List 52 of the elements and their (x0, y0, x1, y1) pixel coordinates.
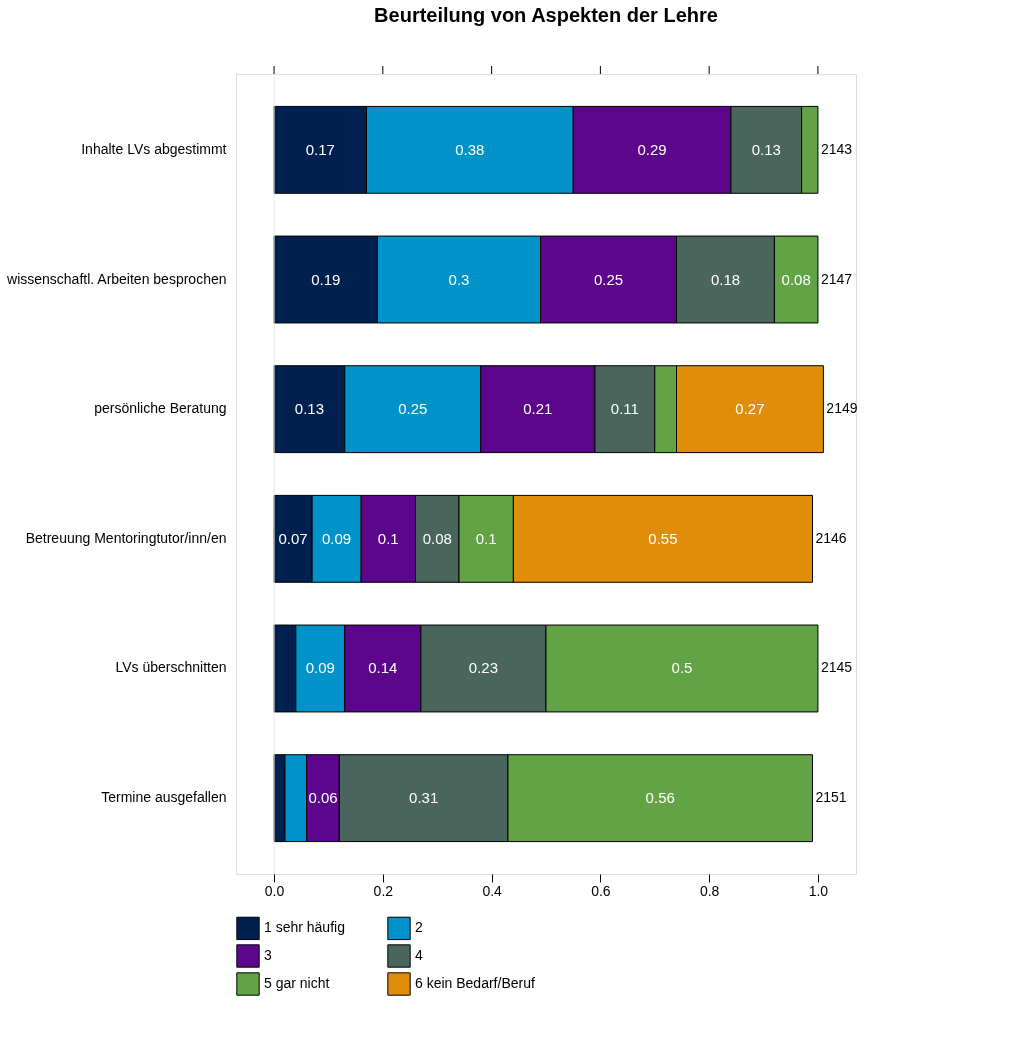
data-label: 0.08 (781, 270, 811, 288)
x-tick-label: 0.0 (264, 882, 285, 899)
data-label: 0.5 (671, 659, 693, 677)
y-tick-label: Betreuung Mentoringtutor/inn/en (25, 529, 227, 546)
data-label: 0.56 (645, 789, 675, 807)
data-label: 0.13 (751, 140, 781, 158)
data-label: 0.18 (710, 270, 741, 288)
annotation: 2143 (820, 140, 853, 157)
data-label: 0.29 (637, 140, 667, 158)
y-tick-label: persönliche Beratung (94, 400, 227, 417)
data-label: 0.3 (448, 270, 470, 288)
data-label: 0.38 (455, 140, 485, 158)
data-label: 0.25 (593, 270, 624, 288)
x-tick-label: 0.8 (699, 882, 720, 899)
y-tick-label: LVs überschnitten (115, 659, 227, 676)
legend-label: 2 (415, 919, 423, 936)
data-label: 0.23 (468, 659, 499, 677)
annotation: 2146 (815, 529, 847, 546)
legend-label: 3 (264, 947, 272, 963)
data-label: 0.09 (322, 529, 352, 547)
data-label: 0.27 (735, 400, 765, 418)
annotation: 2147 (820, 270, 853, 287)
legend-label: 6 kein Bedarf/Beruf (415, 975, 535, 991)
data-label: 0.21 (523, 400, 553, 418)
x-tick-label: 1.0 (808, 882, 829, 899)
data-label: 0.08 (422, 529, 452, 547)
x-tick-label: 0.6 (591, 882, 611, 899)
data-label: 0.1 (475, 529, 497, 547)
data-label: 0.19 (311, 270, 341, 288)
data-label: 0.06 (308, 789, 338, 807)
annotation: 2145 (820, 659, 853, 676)
data-label: 0.31 (409, 789, 439, 807)
legend-label: 5 gar nicht (264, 975, 330, 991)
x-tick-label: 0.4 (482, 882, 503, 899)
data-label: 0.55 (648, 529, 678, 547)
annotation: 2149 (826, 400, 858, 417)
y-tick-label: Termine ausgefallen (101, 789, 227, 806)
chart-title: Beurteilung von Aspekten der Lehre (374, 3, 718, 26)
legend-label: 4 (415, 947, 423, 963)
annotation: 2151 (815, 789, 847, 806)
data-label: 0.09 (305, 659, 335, 677)
legend-label: 1 sehr häufig (264, 919, 345, 936)
data-label: 0.13 (294, 400, 325, 418)
data-label: 0.25 (398, 400, 428, 418)
data-label: 0.17 (305, 140, 335, 158)
data-label: 0.14 (368, 659, 398, 677)
data-label: 0.07 (278, 529, 308, 547)
data-label: 0.1 (377, 529, 399, 547)
y-tick-label: wissenschaftl. Arbeiten besprochen (6, 270, 227, 287)
y-tick-label: Inhalte LVs abgestimmt (81, 140, 227, 157)
data-label: 0.11 (610, 400, 639, 418)
x-tick-label: 0.2 (373, 882, 394, 899)
